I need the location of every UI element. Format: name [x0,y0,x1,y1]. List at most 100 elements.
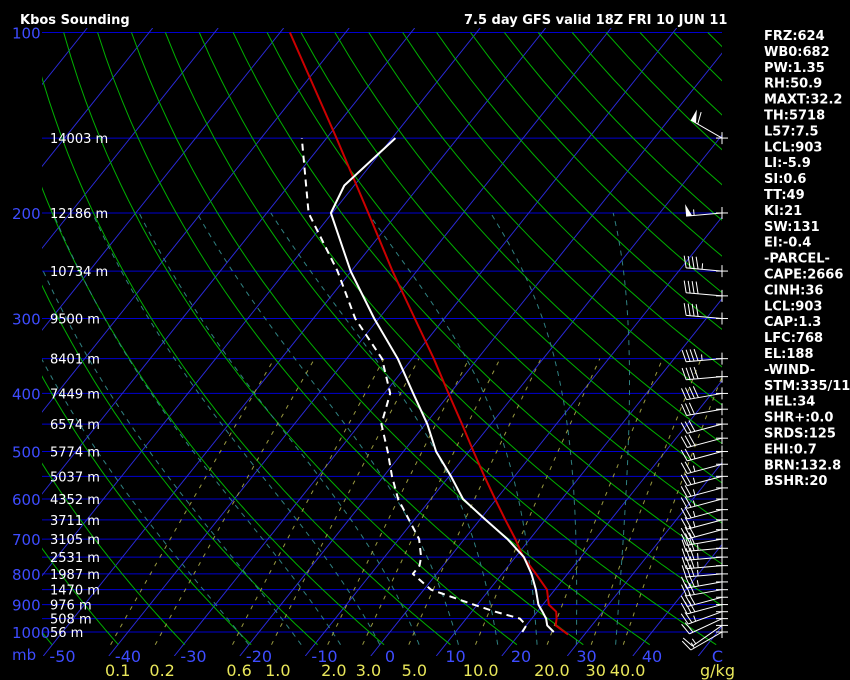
index-item: CAP:1.3 [764,315,821,330]
wind-barb [686,581,723,589]
index-item: EL:188 [764,347,814,362]
wind-feather [685,556,691,569]
wind-feather [692,386,699,398]
moist-adiabat [42,358,250,646]
isotherm-line [566,461,722,656]
parcel-trace [288,32,569,636]
index-item: LFC:768 [764,331,823,346]
mixing-ratio-tick-label: 0.1 [105,661,130,680]
wind-barb [687,519,723,530]
wind-barb [687,451,723,462]
wind-feather [693,348,699,361]
wind-feather [684,506,692,519]
wind-barb [686,589,723,597]
wind-feather [680,449,688,462]
mixing-ratio-line [408,358,542,645]
wind-feather [683,303,687,316]
dry-adiabat [300,32,722,484]
index-item: PW:1.35 [764,61,825,76]
dewpoint-profile [300,138,528,633]
wind-barb [686,267,723,272]
isotherm-line [42,28,481,577]
pressure-tick-label: 900 [12,597,41,615]
wind-barb [686,376,723,381]
height-label: 3711 m [50,514,100,529]
wind-barb [687,498,723,509]
wind-feather [689,564,695,577]
wind-feather [684,485,692,497]
temperature-tick-label: -20 [246,647,272,666]
height-label: 508 m [50,613,92,628]
moist-adiabat [52,212,341,645]
wind-feather [681,623,690,635]
wind-feather [691,281,695,294]
index-item: EHI:0.7 [764,442,817,457]
wind-barb [687,423,723,434]
pressure-tick-label: 800 [12,566,41,584]
dry-adiabat [198,32,722,607]
mixing-ratio-line [622,375,722,645]
wind-half-feather [697,561,699,568]
mixing-ratio-tick-label: 2.0 [321,661,346,680]
mixing-ratio-line [546,358,664,645]
index-item: L57:7.5 [764,124,819,139]
wind-barb [686,392,723,401]
mixing-ratio-line [475,358,601,645]
wind-feather [684,387,691,400]
dry-adiabat [266,32,722,524]
wind-feather [695,304,699,317]
isotherm-line [304,134,722,656]
wind-feather [697,112,702,125]
index-item: MAXT:32.2 [764,93,842,108]
wind-feather [682,637,693,647]
index-item: TH:5718 [764,109,825,124]
wind-feather [681,576,688,589]
index-item: KI:21 [764,204,802,219]
isotherm-line [42,28,350,413]
isotherm-line [632,543,722,656]
index-item: WB0:682 [764,45,830,60]
temperature-tick-label: -40 [115,647,141,666]
moist-adiabat [490,212,578,645]
wind-barb [686,565,723,570]
index-item: FRZ:624 [764,29,825,44]
wind-feather [684,473,692,485]
wind-feather [684,403,691,415]
index-item: -WIND- [764,363,815,378]
wind-half-feather [692,477,696,484]
wind-barb [686,358,723,363]
moist-adiabat [196,212,459,645]
mixing-ratio-tick-label: 40.0 [610,661,646,680]
wind-feather [681,539,687,552]
mixing-ratio-tick-label: 10.0 [463,661,499,680]
wind-barb [692,624,723,647]
wind-feather [681,533,688,546]
isotherm-line [501,379,722,656]
wind-barb [686,547,723,552]
wind-half-feather [692,489,696,496]
height-label: 5774 m [50,446,100,461]
wind-half-feather [701,263,704,270]
pressure-tick-label: 500 [12,444,41,462]
wind-feather [689,556,695,569]
wind-barb [687,487,723,498]
wind-feather [687,303,691,316]
wind-feather [683,280,687,293]
wind-feather [680,436,688,448]
index-item: BRN:132.8 [764,458,841,473]
wind-feather [680,602,688,615]
moist-adiabat [367,212,538,645]
wind-barb [686,556,723,561]
wind-flag [685,204,693,217]
wind-barb [687,604,723,615]
height-label: 1987 m [50,568,100,583]
height-label: 7449 m [50,387,100,402]
wind-feather [689,349,695,362]
height-label: 4352 m [50,493,100,508]
isotherm-line [42,28,154,168]
wind-feather [681,640,692,651]
stability-indices: FRZ:624WB0:682PW:1.35RH:50.9MAXT:32.2TH:… [764,29,850,489]
height-label: 6574 m [50,418,100,433]
wind-feather [688,402,695,415]
